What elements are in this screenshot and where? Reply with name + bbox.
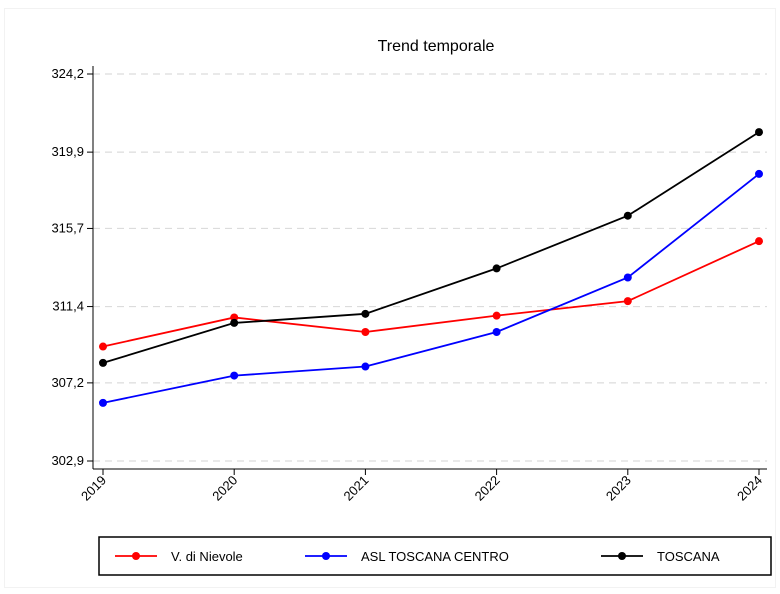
axes (92, 66, 767, 470)
legend-box (98, 536, 772, 576)
y-tick-label: 319,9 (51, 144, 84, 159)
y-tick-label: 311,4 (52, 299, 84, 314)
y-tick-label: 307,2 (51, 375, 84, 390)
line-chart: Trend temporale 302,9 307,2 311,4 315,7 319,… (51, 38, 772, 576)
legend-marker (322, 552, 330, 560)
data-point (492, 264, 501, 273)
legend-marker (618, 552, 626, 560)
legend-item: V. di Nievole (115, 549, 243, 564)
x-axis-ticks: 2019 2020 2021 2022 2023 2024 (78, 469, 765, 504)
data-point (99, 342, 107, 351)
legend-item: TOSCANA (601, 549, 720, 564)
grid-lines (93, 73, 767, 462)
data-point (492, 311, 501, 320)
legend-marker (132, 552, 140, 560)
data-point (755, 169, 763, 178)
data-point (361, 328, 370, 336)
series-line (102, 173, 760, 404)
x-tick-label: 2020 (209, 473, 240, 504)
data-point (99, 358, 107, 367)
series-line (102, 240, 760, 348)
data-point (623, 211, 632, 220)
legend-item: ASL TOSCANA CENTRO (305, 549, 509, 564)
legend-label: ASL TOSCANA CENTRO (361, 549, 509, 564)
chart-title: Trend temporale (378, 38, 495, 55)
x-tick-label: 2024 (734, 473, 765, 504)
y-tick-label: 302,9 (51, 453, 84, 468)
legend: V. di Nievole ASL TOSCANA CENTRO TOSCANA (98, 536, 772, 576)
series-group (99, 169, 763, 407)
data-point (755, 128, 763, 137)
legend-label: V. di Nievole (171, 549, 243, 564)
data-point (361, 362, 370, 371)
legend-label: TOSCANA (657, 549, 720, 564)
y-axis-ticks: 302,9 307,2 311,4 315,7 319,9 324,2 (51, 66, 93, 468)
chart-frame: Trend temporale 302,9 307,2 311,4 315,7 319,… (4, 8, 776, 588)
series-lines (99, 128, 763, 407)
data-point (623, 273, 632, 282)
data-point (99, 398, 107, 407)
data-point (230, 318, 239, 327)
data-point (623, 297, 632, 306)
x-tick-label: 2022 (472, 473, 503, 504)
x-tick-label: 2023 (603, 473, 634, 504)
data-point (230, 371, 239, 380)
x-tick-label: 2021 (340, 473, 371, 504)
series-group (99, 128, 763, 367)
data-point (755, 237, 763, 246)
series-line (102, 131, 760, 364)
data-point (361, 309, 370, 318)
y-tick-label: 315,7 (51, 220, 84, 235)
y-tick-label: 324,2 (51, 66, 84, 81)
data-point (492, 328, 501, 336)
x-tick-label: 2019 (78, 473, 109, 504)
